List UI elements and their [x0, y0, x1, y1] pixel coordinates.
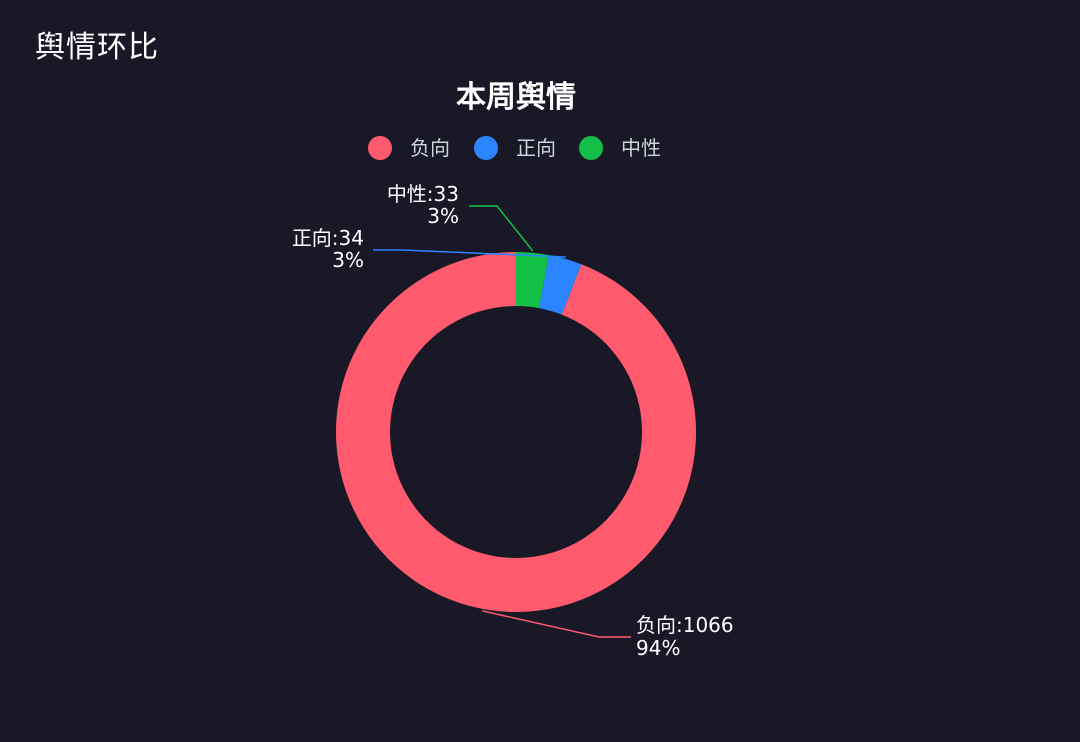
leader-line-1 — [373, 249, 566, 258]
panel-title: 舆情环比 — [35, 30, 159, 65]
donut-slices — [336, 252, 696, 612]
slice-label-percent: 3% — [427, 204, 459, 228]
slice-2[interactable] — [516, 252, 549, 309]
leader-line-2 — [469, 205, 534, 252]
leader-line-0 — [482, 610, 631, 638]
legend-label[interactable]: 中性 — [621, 136, 661, 160]
legend: 负向 正向 中性 — [368, 136, 661, 160]
legend-marker[interactable] — [368, 136, 392, 160]
slice-label-percent: 3% — [332, 248, 364, 272]
slice-label-name-value: 中性:33 — [387, 182, 459, 206]
chart-title: 本周舆情 — [456, 80, 576, 115]
legend-label[interactable]: 负向 — [410, 136, 450, 160]
slice-label-name-value: 负向:1066 — [636, 613, 734, 637]
slice-1[interactable] — [538, 255, 582, 315]
legend-label[interactable]: 正向 — [516, 136, 556, 160]
slice-label-percent: 94% — [636, 636, 680, 660]
slice-0[interactable] — [336, 252, 696, 612]
slice-label-name-value: 正向:34 — [292, 226, 364, 250]
legend-marker[interactable] — [474, 136, 498, 160]
legend-marker[interactable] — [579, 136, 603, 160]
